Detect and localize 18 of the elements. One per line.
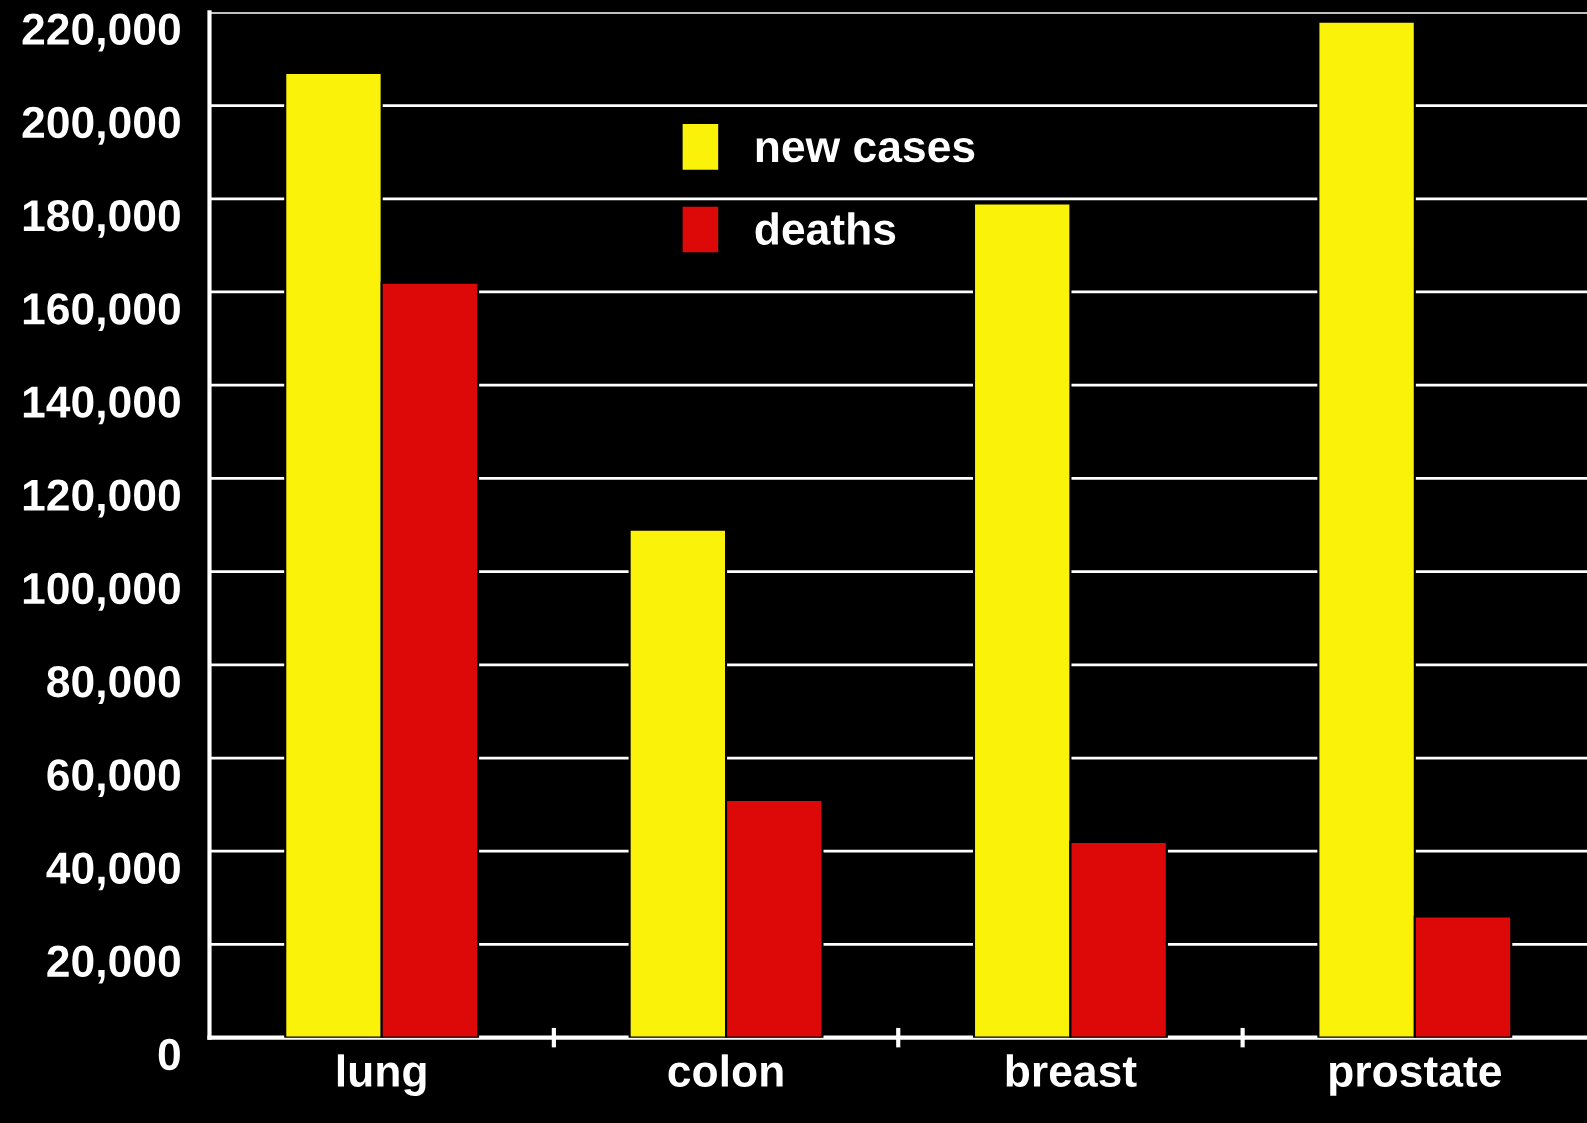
y-tick-label: 0 <box>158 1038 180 1071</box>
y-tick-label: 220,000 <box>22 13 180 52</box>
x-tick-label: breast <box>1006 1054 1137 1087</box>
y-tick-label: 100,000 <box>23 572 180 611</box>
y-tick-label: 120,000 <box>23 479 180 518</box>
y-tick-label: 60,000 <box>47 759 180 798</box>
y-tick-label: 180,000 <box>23 199 180 238</box>
y-tick-label: 140,000 <box>23 386 180 425</box>
x-tick-label: colon <box>668 1054 783 1087</box>
y-tick-label: 200,000 <box>22 106 180 145</box>
y-tick-label: 20,000 <box>47 945 180 984</box>
x-tick-label: lung <box>337 1054 426 1096</box>
legend-label: new cases <box>756 137 975 163</box>
y-tick-label: 80,000 <box>47 665 180 704</box>
y-tick-label: 40,000 <box>46 852 180 891</box>
legend-label: deaths <box>755 212 896 245</box>
y-tick-label: 160,000 <box>23 293 180 332</box>
x-tick-label: prostate <box>1330 1057 1501 1096</box>
